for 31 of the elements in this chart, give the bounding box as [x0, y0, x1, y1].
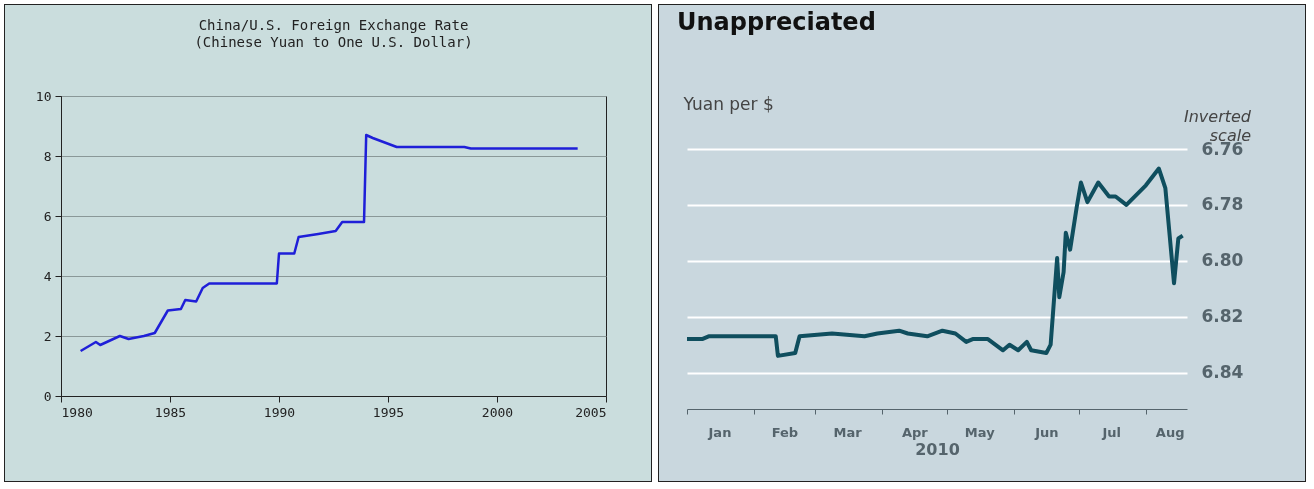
x-tick-label: Feb: [771, 424, 799, 440]
y-tick-label: 6: [43, 208, 52, 224]
y-tick-label: 8: [43, 148, 52, 164]
y-tick-label: 2: [43, 328, 52, 344]
x-axis-title: 2010: [915, 439, 960, 459]
chart-subtitle: (Chinese Yuan to One U.S. Dollar): [194, 34, 473, 50]
chart-title: China/U.S. Foreign Exchange Rate: [198, 17, 469, 33]
line-series: [79, 133, 579, 353]
x-tick-label: May: [964, 424, 996, 440]
x-tick-label: 1990: [263, 404, 296, 420]
y-tick-label: 6.84: [1201, 362, 1244, 383]
x-tick-label: Aug: [1155, 424, 1185, 440]
x-tick-label: Jun: [1034, 424, 1059, 440]
x-tick-label: Apr: [901, 424, 929, 440]
x-tick-label: 1980: [61, 404, 93, 420]
x-tick-label: 2000: [481, 404, 514, 420]
y-tick-label: 6.78: [1201, 194, 1244, 215]
line-series: [685, 166, 1185, 358]
x-tick-label: 1995: [372, 404, 405, 420]
y-tick-label: 4: [43, 268, 52, 284]
x-tick-label: Jul: [1101, 424, 1122, 440]
y-tick-label: 6.80: [1201, 250, 1244, 271]
y-tick-label: 6.82: [1201, 306, 1244, 327]
y-axis-title: Yuan per $: [682, 93, 774, 114]
chart-title: Unappreciated: [677, 8, 876, 36]
y-tick-label: 10: [35, 88, 52, 104]
x-tick-label: 2005: [575, 404, 607, 420]
y-tick-label: 0: [43, 388, 52, 404]
x-tick-label: 1985: [154, 404, 187, 420]
x-tick-label: Mar: [833, 424, 863, 440]
x-tick-label: Jan: [707, 424, 732, 440]
